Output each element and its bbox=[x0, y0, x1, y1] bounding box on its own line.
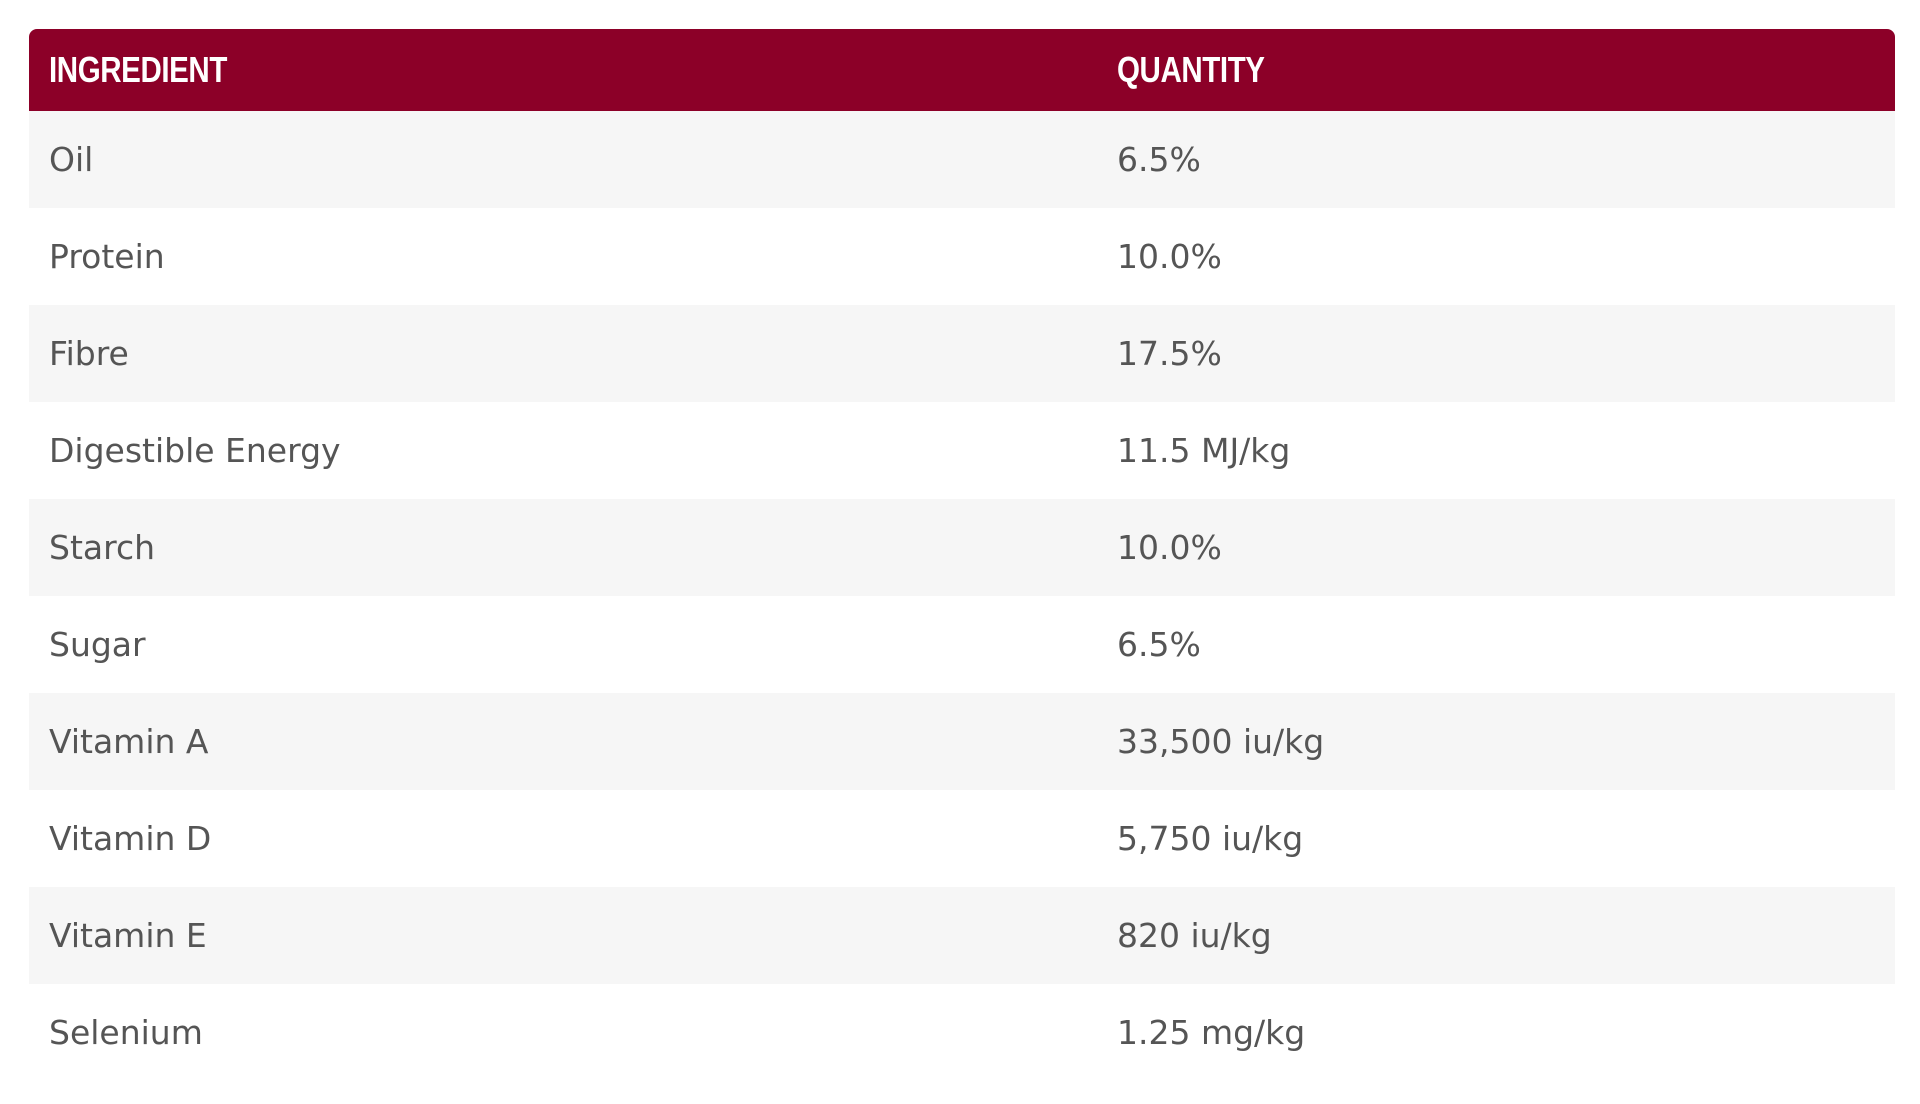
table-row: Vitamin E 820 iu/kg bbox=[29, 887, 1895, 984]
ingredient-cell: Selenium bbox=[49, 1013, 203, 1052]
column-header-quantity: QUANTITY bbox=[1097, 29, 1895, 111]
ingredient-cell: Oil bbox=[49, 140, 94, 179]
table-row: Protein 10.0% bbox=[29, 208, 1895, 305]
quantity-cell: 17.5% bbox=[1117, 334, 1222, 373]
ingredient-cell: Sugar bbox=[49, 625, 146, 664]
quantity-cell: 10.0% bbox=[1117, 237, 1222, 276]
nutrition-table-container: INGREDIENT QUANTITY Oil 6.5% Protein 10.… bbox=[29, 29, 1895, 1081]
table-row: Sugar 6.5% bbox=[29, 596, 1895, 693]
table-row: Vitamin A 33,500 iu/kg bbox=[29, 693, 1895, 790]
quantity-cell: 6.5% bbox=[1117, 140, 1201, 179]
quantity-cell: 820 iu/kg bbox=[1117, 916, 1272, 955]
table-body: Oil 6.5% Protein 10.0% Fibre 17.5% Diges… bbox=[29, 111, 1895, 1081]
ingredient-cell: Vitamin D bbox=[49, 819, 212, 858]
ingredient-cell: Fibre bbox=[49, 334, 129, 373]
quantity-cell: 11.5 MJ/kg bbox=[1117, 431, 1291, 470]
column-header-ingredient: INGREDIENT bbox=[29, 29, 1097, 111]
table-row: Selenium 1.25 mg/kg bbox=[29, 984, 1895, 1081]
table-row: Starch 10.0% bbox=[29, 499, 1895, 596]
quantity-cell: 33,500 iu/kg bbox=[1117, 722, 1325, 761]
column-header-quantity-label: QUANTITY bbox=[1117, 49, 1265, 90]
ingredient-cell: Protein bbox=[49, 237, 165, 276]
table-header-row: INGREDIENT QUANTITY bbox=[29, 29, 1895, 111]
ingredient-cell: Vitamin E bbox=[49, 916, 207, 955]
ingredient-cell: Vitamin A bbox=[49, 722, 209, 761]
quantity-cell: 10.0% bbox=[1117, 528, 1222, 567]
table-row: Oil 6.5% bbox=[29, 111, 1895, 208]
column-header-ingredient-label: INGREDIENT bbox=[49, 49, 227, 90]
table-header: INGREDIENT QUANTITY bbox=[29, 29, 1895, 111]
quantity-cell: 6.5% bbox=[1117, 625, 1201, 664]
ingredient-cell: Starch bbox=[49, 528, 156, 567]
ingredient-cell: Digestible Energy bbox=[49, 431, 341, 470]
table-row: Vitamin D 5,750 iu/kg bbox=[29, 790, 1895, 887]
quantity-cell: 5,750 iu/kg bbox=[1117, 819, 1304, 858]
quantity-cell: 1.25 mg/kg bbox=[1117, 1013, 1306, 1052]
table-row: Fibre 17.5% bbox=[29, 305, 1895, 402]
table-row: Digestible Energy 11.5 MJ/kg bbox=[29, 402, 1895, 499]
nutrition-table: INGREDIENT QUANTITY Oil 6.5% Protein 10.… bbox=[29, 29, 1895, 1081]
